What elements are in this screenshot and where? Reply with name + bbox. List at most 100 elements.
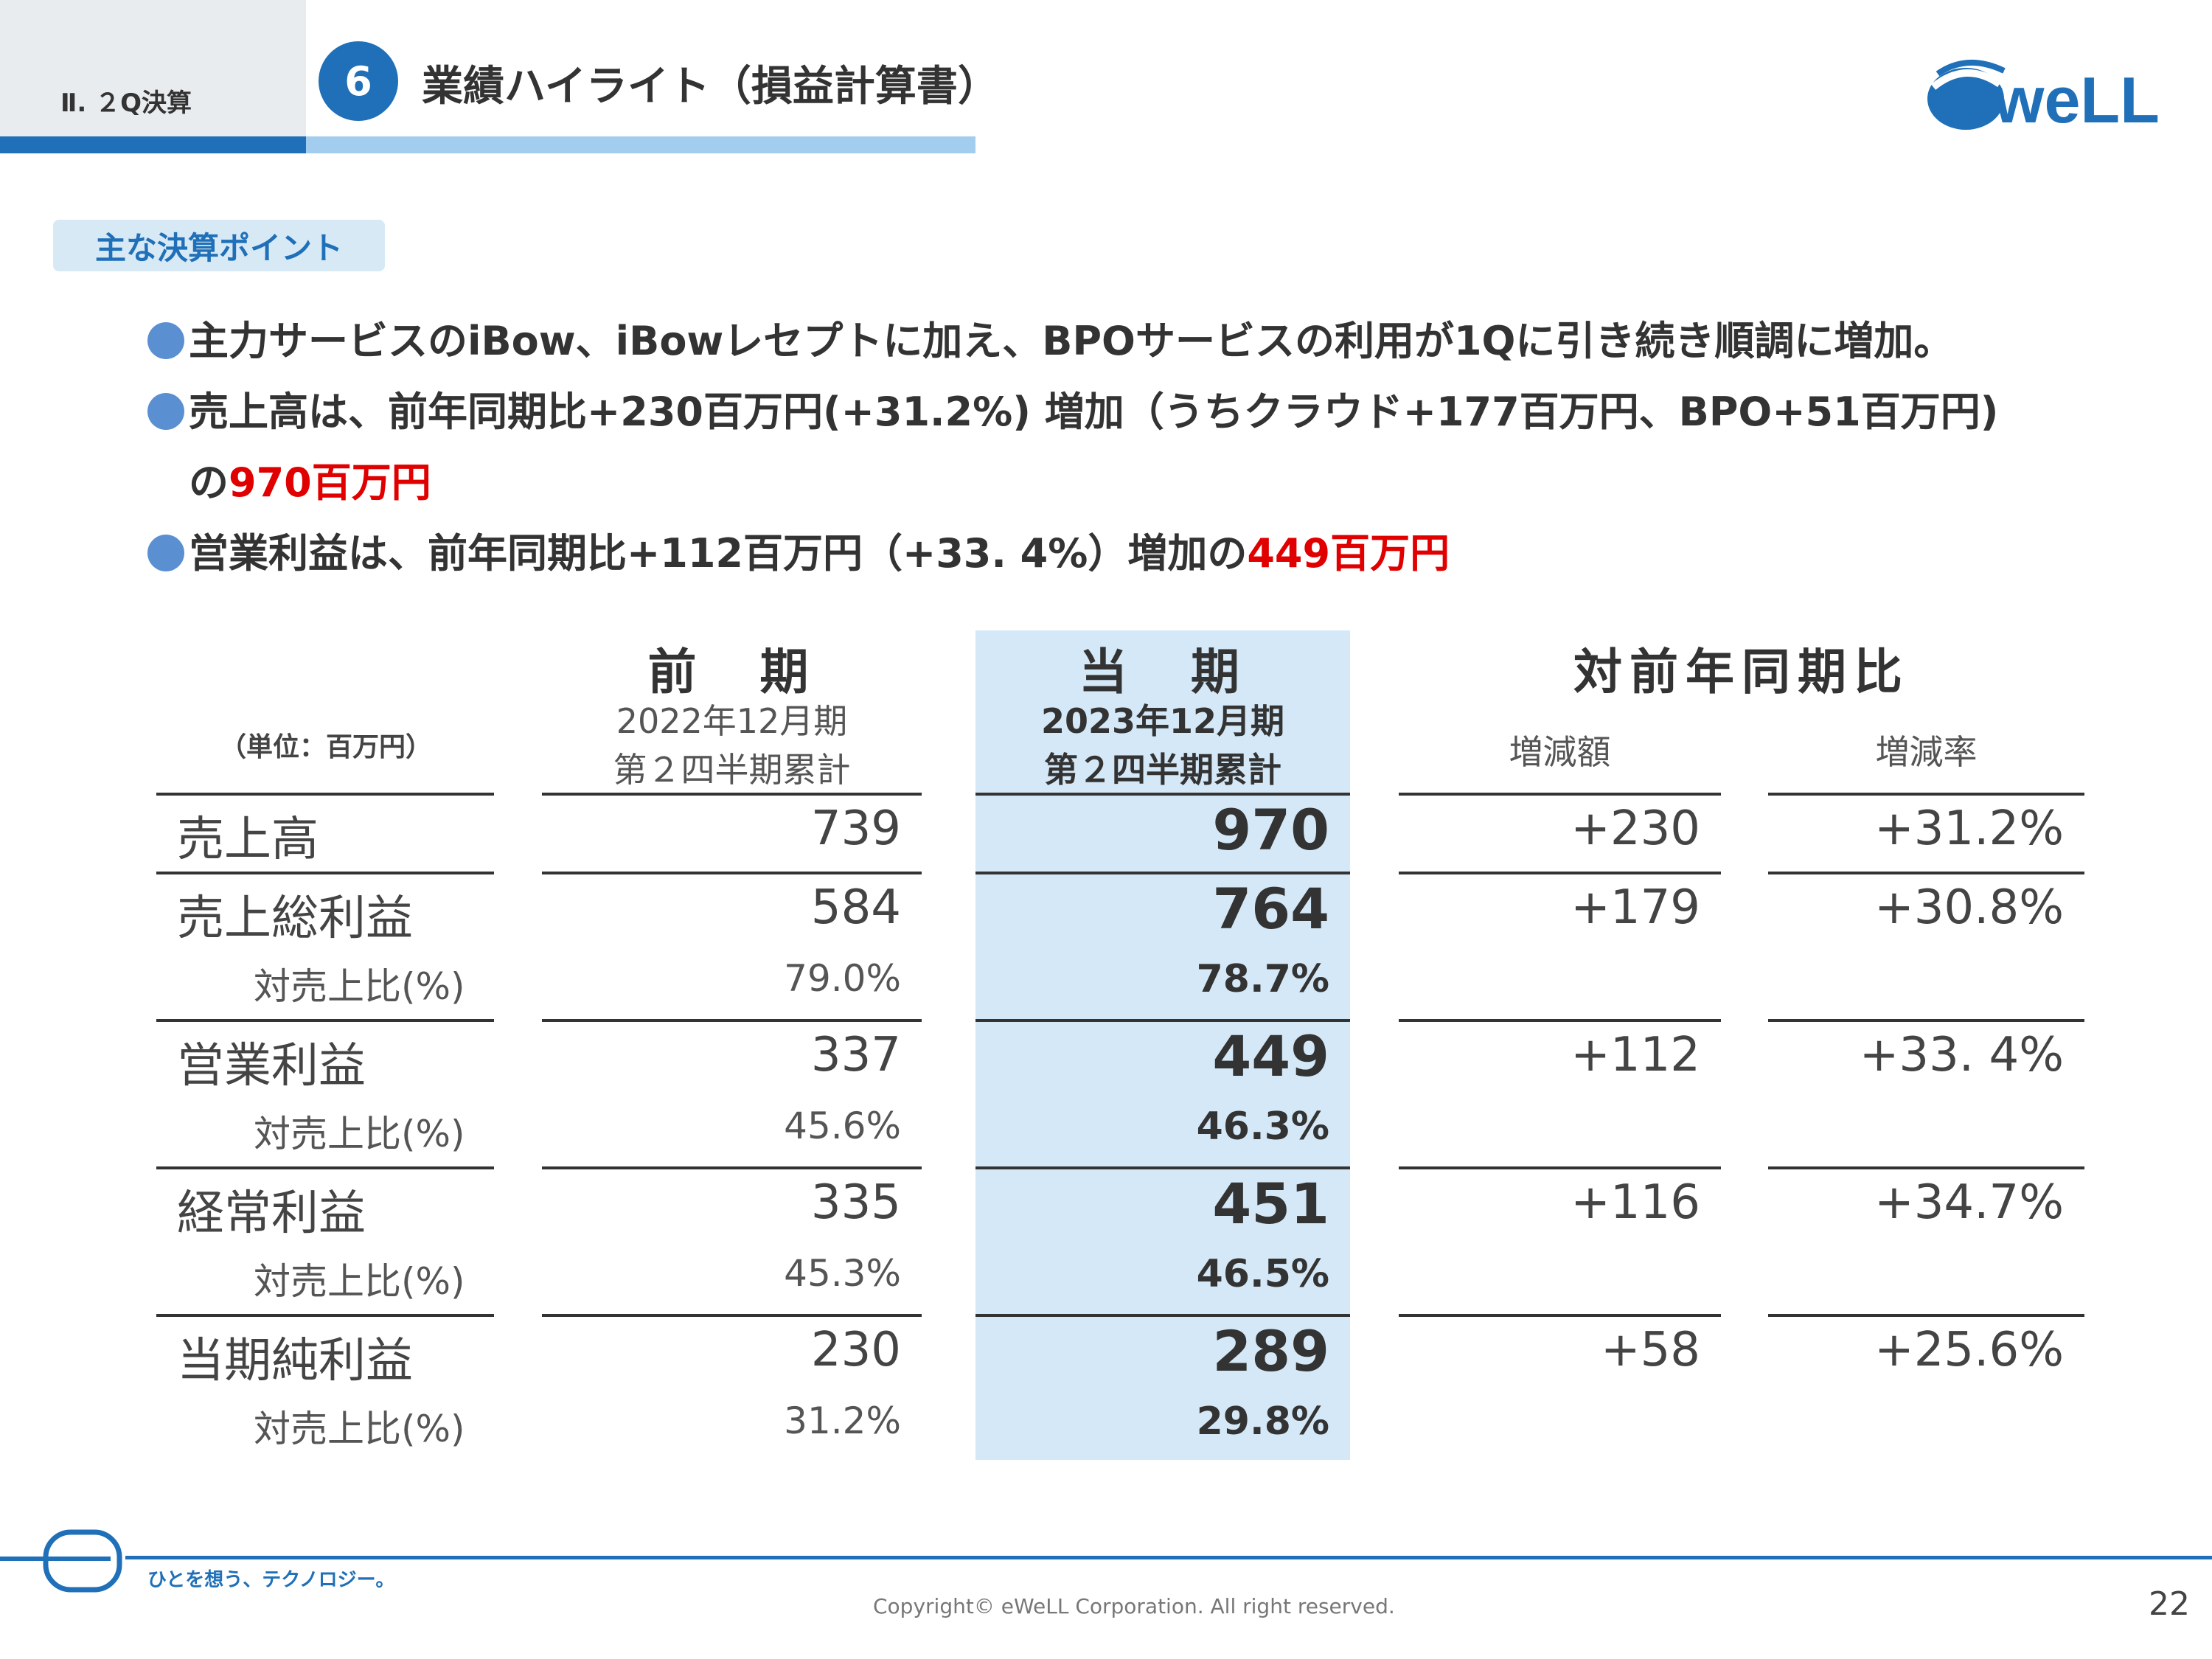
bullet-2: 売上高は、前年同期比+230百万円(+31.2%) 増加（うちクラウド+177百… bbox=[147, 379, 1998, 437]
row-divider-diff bbox=[1399, 872, 1721, 874]
row-divider-curr bbox=[975, 1019, 1350, 1022]
row-divider-diff bbox=[1399, 1166, 1721, 1169]
sub-prev-value: 79.0% bbox=[784, 957, 901, 1000]
row-divider-prev bbox=[542, 1314, 922, 1317]
bullet-dot-icon bbox=[147, 393, 184, 430]
row-label: 売上総利益 bbox=[177, 891, 413, 946]
header-bar-light bbox=[306, 136, 975, 153]
row-divider-rate bbox=[1768, 1019, 2084, 1022]
rate-value: +34.7% bbox=[1874, 1175, 2064, 1230]
curr-value: 970 bbox=[1212, 797, 1329, 863]
diff-value: +230 bbox=[1571, 801, 1700, 856]
prev-period-title: 前 期 bbox=[647, 644, 816, 700]
row-label: 売上高 bbox=[177, 813, 319, 867]
row-divider-label bbox=[156, 872, 494, 874]
sub-curr-value: 29.8% bbox=[1196, 1399, 1329, 1444]
rate-value: +33. 4% bbox=[1859, 1028, 2064, 1082]
row-divider-diff bbox=[1399, 1019, 1721, 1022]
sub-prev-value: 45.6% bbox=[784, 1105, 901, 1147]
prev-period-year: 2022年12月期 bbox=[616, 701, 848, 741]
footer-line bbox=[125, 1556, 2212, 1559]
bullet-3: 営業利益は、前年同期比+112百万円（+33. 4%）増加の449百万円 bbox=[147, 521, 1450, 579]
sub-curr-value: 78.7% bbox=[1196, 957, 1329, 1001]
row-divider-label bbox=[156, 1166, 494, 1169]
diff-value: +112 bbox=[1571, 1028, 1700, 1082]
bullet-1: 主力サービスのiBow、iBowレセプトに加え、BPOサービスの利用が1Qに引き… bbox=[147, 308, 1953, 366]
row-divider-label bbox=[156, 1019, 494, 1022]
sub-prev-value: 31.2% bbox=[784, 1399, 901, 1442]
page-number: 22 bbox=[2149, 1585, 2190, 1623]
curr-value: 451 bbox=[1212, 1171, 1329, 1237]
yoy-rate-label: 増減率 bbox=[1875, 732, 1978, 772]
sub-prev-value: 45.3% bbox=[784, 1252, 901, 1295]
bullet-2-continuation: の970百万円 bbox=[189, 450, 431, 508]
row-divider-diff bbox=[1399, 793, 1721, 796]
sub-curr-value: 46.3% bbox=[1196, 1105, 1329, 1149]
curr-period-year: 2023年12月期 bbox=[1040, 701, 1285, 741]
row-divider-rate bbox=[1768, 1166, 2084, 1169]
bullet-2-cont-text: の bbox=[189, 459, 229, 506]
prev-value: 337 bbox=[810, 1028, 901, 1082]
row-divider-rate bbox=[1768, 1314, 2084, 1317]
row-divider-curr bbox=[975, 872, 1350, 874]
yoy-diff-label: 増減額 bbox=[1509, 732, 1611, 772]
row-label: 経常利益 bbox=[177, 1186, 366, 1241]
diff-value: +179 bbox=[1571, 880, 1700, 935]
sub-row-label: 対売上比(%) bbox=[254, 1408, 465, 1450]
section-box bbox=[0, 0, 306, 136]
curr-period-title: 当 期 bbox=[1079, 644, 1247, 700]
rate-value: +25.6% bbox=[1874, 1323, 2064, 1377]
row-divider-curr bbox=[975, 1166, 1350, 1169]
bullet-dot-icon bbox=[147, 535, 184, 571]
copyright: Copyright© eWeLL Corporation. All right … bbox=[873, 1594, 1395, 1618]
sales-highlight: 970百万円 bbox=[229, 459, 431, 506]
row-divider-prev bbox=[542, 1019, 922, 1022]
rate-value: +30.8% bbox=[1874, 880, 2064, 935]
curr-value: 764 bbox=[1212, 876, 1329, 942]
unit-label: （単位：百万円） bbox=[219, 732, 432, 762]
sub-row-label: 対売上比(%) bbox=[254, 1260, 465, 1303]
rate-value: +31.2% bbox=[1874, 801, 2064, 856]
header-bar-dark bbox=[0, 136, 306, 153]
section-label: Ⅱ. ２Q決算 bbox=[60, 88, 192, 118]
key-points-badge: 主な決算ポイント bbox=[53, 220, 385, 271]
row-label: 営業利益 bbox=[177, 1039, 366, 1093]
page-title: 業績ハイライト（損益計算書） bbox=[422, 63, 999, 111]
row-divider-prev bbox=[542, 1166, 922, 1169]
prev-value: 335 bbox=[810, 1175, 901, 1230]
yoy-title: 対前年同期比 bbox=[1573, 644, 1910, 700]
ewell-logo: weLL bbox=[1927, 60, 2159, 136]
sub-row-label: 対売上比(%) bbox=[254, 965, 465, 1008]
svg-text:weLL: weLL bbox=[1993, 63, 2159, 136]
prev-period-quarter: 第２四半期累計 bbox=[613, 750, 851, 790]
op-profit-highlight: 449百万円 bbox=[1247, 530, 1450, 577]
section-number-badge: 6 bbox=[319, 41, 398, 121]
row-divider-label bbox=[156, 1314, 494, 1317]
bullet-2-text: 売上高は、前年同期比+230百万円(+31.2%) 増加（うちクラウド+177百… bbox=[189, 389, 1999, 435]
diff-value: +58 bbox=[1600, 1323, 1700, 1377]
row-label: 当期純利益 bbox=[177, 1334, 413, 1388]
bullet-dot-icon bbox=[147, 322, 184, 359]
row-divider-curr bbox=[975, 1314, 1350, 1317]
current-period-highlight bbox=[975, 630, 1350, 1460]
row-divider-rate bbox=[1768, 793, 2084, 796]
row-divider-rate bbox=[1768, 872, 2084, 874]
row-divider-curr bbox=[975, 793, 1350, 796]
sub-curr-value: 46.5% bbox=[1196, 1252, 1329, 1296]
curr-period-quarter: 第２四半期累計 bbox=[1044, 750, 1281, 790]
diff-value: +116 bbox=[1571, 1175, 1700, 1230]
slogan: ひとを想う、テクノロジー。 bbox=[147, 1569, 395, 1591]
bullet-1-text: 主力サービスのiBow、iBowレセプトに加え、BPOサービスの利用が1Qに引き… bbox=[189, 318, 1954, 364]
prev-value: 584 bbox=[810, 880, 901, 935]
curr-value: 289 bbox=[1212, 1318, 1329, 1384]
prev-value: 739 bbox=[810, 801, 901, 856]
row-divider-label bbox=[156, 793, 494, 796]
row-divider-diff bbox=[1399, 1314, 1721, 1317]
curr-value: 449 bbox=[1212, 1023, 1329, 1089]
row-divider-prev bbox=[542, 793, 922, 796]
footer-logo-icon bbox=[0, 1529, 122, 1593]
prev-value: 230 bbox=[810, 1323, 901, 1377]
sub-row-label: 対売上比(%) bbox=[254, 1113, 465, 1155]
bullet-3-text: 営業利益は、前年同期比+112百万円（+33. 4%）増加の bbox=[189, 530, 1248, 577]
row-divider-prev bbox=[542, 872, 922, 874]
